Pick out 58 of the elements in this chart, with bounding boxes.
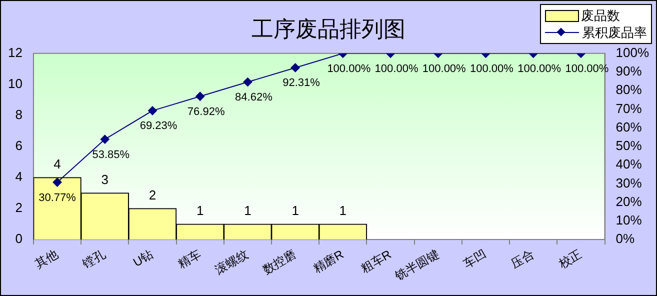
y2-tick-label: 70%	[616, 100, 642, 116]
data-label: 53.85%	[92, 148, 130, 161]
x-tick-label: 其他	[32, 247, 60, 272]
point	[290, 63, 300, 72]
data-label: 100.00%	[518, 62, 562, 75]
data-label: 92.31%	[282, 77, 320, 90]
point	[196, 92, 205, 101]
y2-tick-label: 90%	[616, 64, 642, 79]
y-tick-label: 6	[15, 138, 22, 154]
x-tick-label: 车凹	[461, 247, 489, 272]
data-label: 84.62%	[235, 92, 273, 104]
data-label: 100.00%	[565, 62, 609, 75]
y2-tick-label: 80%	[616, 82, 642, 98]
y-tick-label: 0	[15, 231, 22, 246]
point	[100, 134, 110, 144]
y-tick-label: 2	[15, 200, 22, 216]
x-tick-label: 数控磨	[260, 247, 298, 278]
x-tick-label: 精车	[175, 247, 204, 272]
y2-tick-label: 20%	[616, 194, 642, 209]
y-tick-label: 10	[8, 76, 22, 91]
y2-tick-label: 10%	[616, 212, 642, 228]
x-tick-label: U钻	[130, 247, 156, 270]
data-label: 3	[101, 172, 108, 188]
y-tick-label: 12	[8, 44, 22, 60]
point	[52, 178, 62, 187]
y2-tick-label: 100%	[616, 44, 650, 60]
data-label: 2	[148, 188, 156, 203]
y2-tick-label: 50%	[616, 138, 642, 154]
data-label: 100.00%	[374, 62, 418, 75]
legend-label: 累积废品率	[582, 24, 647, 41]
data-label: 100.00%	[327, 62, 371, 75]
data-label: 76.92%	[187, 106, 225, 118]
x-tick-label: 精磨R	[310, 246, 346, 276]
data-label: 1	[196, 203, 204, 218]
legend-label: 废品数	[581, 7, 620, 24]
data-label: 1	[292, 203, 299, 218]
point	[148, 106, 157, 116]
y2-tick-label: 40%	[616, 156, 642, 172]
x-tick-label: 压合	[508, 247, 536, 272]
data-label: 100.00%	[470, 62, 514, 75]
y2-tick-label: 0%	[616, 231, 635, 246]
x-tick-label: 粗车R	[358, 246, 394, 276]
y2-tick-label: 60%	[616, 119, 642, 134]
x-tick-label: 铣半圆键	[392, 247, 442, 284]
x-tick-label: 镗孔	[79, 247, 108, 272]
x-tick-label: 滚螺纹	[212, 247, 251, 278]
data-label: 69.23%	[140, 120, 178, 132]
y-tick-label: 8	[15, 107, 22, 122]
data-label: 100.00%	[422, 62, 466, 75]
point	[243, 78, 252, 87]
data-label: 1	[244, 203, 252, 218]
data-label: 1	[339, 203, 347, 218]
data-label: 30.77%	[38, 192, 76, 204]
y-tick-label: 4	[15, 169, 22, 184]
chart-title: 工序废品排列图	[252, 16, 406, 42]
y2-tick-label: 30%	[616, 175, 642, 190]
x-tick-label: 校正	[555, 247, 584, 272]
data-label: 4	[54, 156, 61, 172]
